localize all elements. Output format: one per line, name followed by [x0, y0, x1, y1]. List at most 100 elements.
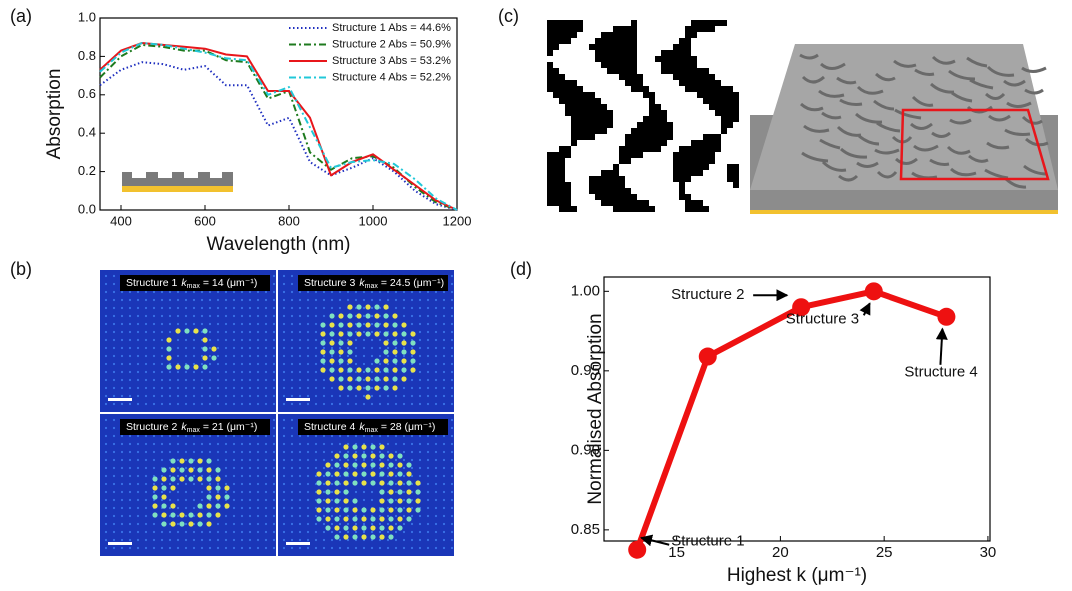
lattice-dot: [395, 523, 397, 525]
hot-dot: [179, 512, 184, 517]
lattice-dot: [113, 283, 115, 285]
lattice-dot: [339, 299, 341, 301]
lattice-dot: [331, 459, 333, 461]
hot-dot: [334, 453, 339, 458]
hot-dot: [325, 471, 330, 476]
lattice-dot: [129, 443, 131, 445]
lattice-dot: [249, 371, 251, 373]
lattice-dot: [121, 451, 123, 453]
lattice-dot: [339, 291, 341, 293]
lattice-dot: [193, 531, 195, 533]
pixel: [661, 134, 667, 140]
lattice-dot: [363, 523, 365, 525]
lattice-dot: [185, 515, 187, 517]
panel-label: (c): [498, 6, 519, 26]
lattice-dot: [153, 491, 155, 493]
hot-dot: [338, 367, 343, 372]
lattice-dot: [265, 403, 267, 405]
hot-dot: [188, 467, 193, 472]
lattice-dot: [249, 379, 251, 381]
lattice-dot: [113, 307, 115, 309]
pixel: [553, 182, 559, 188]
lattice-dot: [153, 435, 155, 437]
pixel: [727, 86, 733, 92]
lattice-dot: [387, 531, 389, 533]
lattice-dot: [273, 307, 275, 309]
pixel: [673, 68, 679, 74]
lattice-dot: [315, 451, 317, 453]
lattice-dot: [443, 403, 445, 405]
lattice-dot: [371, 363, 373, 365]
lattice-dot: [435, 475, 437, 477]
lattice-dot: [443, 443, 445, 445]
lattice-dot: [217, 339, 219, 341]
lattice-dot: [299, 315, 301, 317]
pixel: [649, 104, 655, 110]
lattice-dot: [371, 339, 373, 341]
pixel: [547, 74, 553, 80]
annotation: Structure 3: [786, 310, 859, 327]
hot-dot: [166, 337, 171, 342]
pixel: [631, 38, 637, 44]
hot-dot: [343, 489, 348, 494]
lattice-dot: [257, 531, 259, 533]
hot-dot: [161, 476, 166, 481]
lattice-dot: [185, 523, 187, 525]
lattice-dot: [411, 531, 413, 533]
lattice-dot: [153, 363, 155, 365]
pixel: [631, 50, 637, 56]
lattice-dot: [265, 443, 267, 445]
lattice-dot: [451, 275, 453, 277]
lattice-dot: [113, 379, 115, 381]
pixel: [685, 50, 691, 56]
lattice-dot: [323, 315, 325, 317]
pixel: [673, 164, 679, 170]
lattice-dot: [137, 515, 139, 517]
hot-dot: [397, 516, 402, 521]
pixel: [613, 194, 619, 200]
lattice-dot: [105, 323, 107, 325]
pixel: [631, 32, 637, 38]
hot-dot: [383, 358, 388, 363]
lattice-dot: [331, 355, 333, 357]
lattice-dot: [395, 403, 397, 405]
lattice-dot: [185, 539, 187, 541]
hot-dot: [356, 313, 361, 318]
lattice-dot: [435, 387, 437, 389]
lattice-dot: [265, 459, 267, 461]
hot-dot: [215, 467, 220, 472]
caption-part: Structure 1: [126, 277, 178, 289]
lattice-dot: [233, 435, 235, 437]
lattice-dot: [145, 323, 147, 325]
lattice-dot: [371, 307, 373, 309]
lattice-dot: [443, 323, 445, 325]
lattice-dot: [121, 363, 123, 365]
hot-dot: [215, 503, 220, 508]
lattice-dot: [177, 347, 179, 349]
lattice-dot: [283, 483, 285, 485]
lattice-dot: [273, 347, 275, 349]
hot-dot: [316, 480, 321, 485]
pixel: [559, 20, 565, 26]
lattice-dot: [443, 547, 445, 549]
lattice-dot: [451, 363, 453, 365]
lattice-dot: [379, 395, 381, 397]
lattice-dot: [177, 291, 179, 293]
lattice-dot: [315, 523, 317, 525]
lattice-dot: [105, 419, 107, 421]
lattice-dot: [283, 355, 285, 357]
lattice-dot: [169, 315, 171, 317]
pixel: [727, 170, 733, 176]
lattice-dot: [307, 331, 309, 333]
lattice-dot: [443, 299, 445, 301]
pixel: [607, 50, 613, 56]
lattice-dot: [193, 395, 195, 397]
lattice-dot: [273, 491, 275, 493]
hot-dot: [383, 349, 388, 354]
pixel: [595, 44, 601, 50]
lattice-dot: [273, 291, 275, 293]
lattice-dot: [145, 307, 147, 309]
lattice-dot: [113, 387, 115, 389]
lattice-dot: [121, 507, 123, 509]
lattice-dot: [395, 395, 397, 397]
